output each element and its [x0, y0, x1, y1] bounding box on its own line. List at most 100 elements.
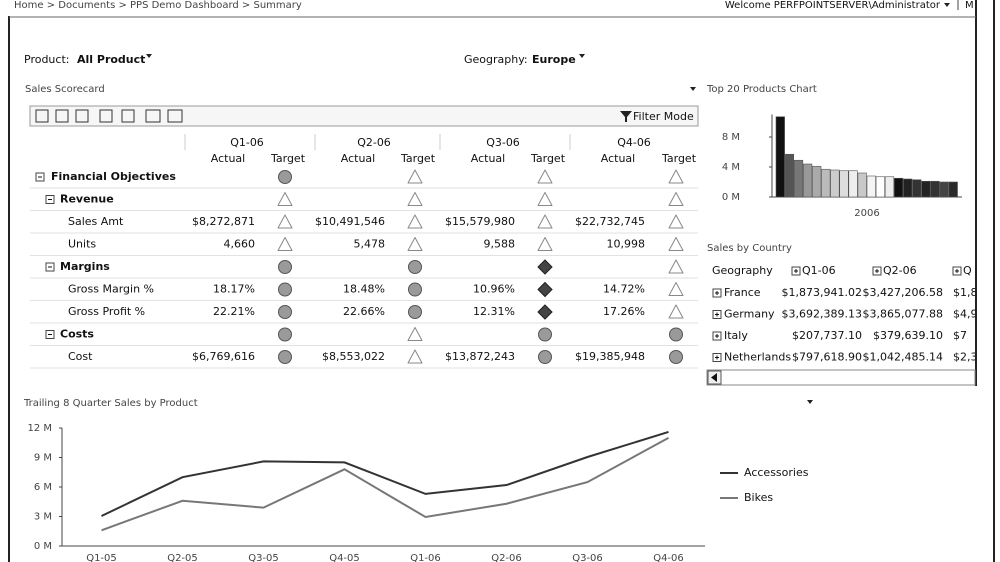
cell-value: $7	[953, 329, 967, 342]
column-header: Target	[400, 152, 436, 165]
actual-value: $8,553,022	[322, 350, 385, 363]
indicator-triangle	[668, 282, 684, 296]
bar	[857, 172, 867, 198]
indicator-diamond	[537, 259, 553, 275]
bar	[821, 168, 831, 198]
panel-title: Sales by Country	[707, 243, 792, 254]
scroll-arrow[interactable]	[711, 373, 717, 382]
column-header: Target	[270, 152, 306, 165]
bar	[912, 179, 922, 198]
actual-value: 14.72%	[603, 283, 645, 296]
filter-value[interactable]: All Product	[77, 53, 145, 66]
menu[interactable]: M	[965, 0, 974, 11]
toolbar-icons[interactable]	[35, 109, 183, 123]
y-tick-label: 9 M	[34, 453, 52, 464]
breadcrumb[interactable]: Home > Documents > PPS Demo Dashboard > …	[14, 0, 302, 11]
panel-title: Trailing 8 Quarter Sales by Product	[23, 398, 198, 409]
bar	[848, 170, 858, 198]
row-label: Gross Margin %	[68, 283, 154, 296]
actual-value: 18.48%	[343, 283, 385, 296]
dropdown-arrow[interactable]	[944, 3, 950, 7]
column-header: Actual	[471, 152, 505, 165]
scrollbar[interactable]	[706, 369, 976, 386]
dropdown-arrow[interactable]	[579, 54, 585, 58]
bar	[921, 180, 931, 198]
indicator-triangle	[407, 169, 423, 184]
row-label: Revenue	[60, 193, 114, 206]
actual-value: 9,588	[484, 238, 516, 251]
legend-label: Bikes	[744, 491, 773, 504]
filter-icon[interactable]	[620, 111, 632, 122]
indicator-circle	[278, 282, 292, 297]
indicator-triangle	[668, 259, 684, 274]
cell-value: $3,692,389.13	[782, 308, 862, 321]
x-tick-label: Q2-05	[167, 553, 198, 562]
indicator-circle	[669, 350, 683, 364]
indicator-triangle	[407, 237, 423, 251]
bar	[884, 176, 895, 198]
y-tick-label: 12 M	[27, 423, 52, 434]
indicator-diamond	[537, 304, 553, 320]
column-header: Target	[661, 152, 697, 165]
indicator-circle	[278, 260, 292, 274]
indicator-triangle	[407, 192, 423, 206]
bar	[839, 170, 849, 198]
indicator-triangle	[537, 237, 553, 251]
geography: Netherlands	[724, 351, 791, 364]
column-header: Target	[530, 152, 566, 165]
cell-value: $1,042,485.14	[863, 351, 943, 364]
bar	[793, 159, 804, 198]
actual-value: 4,660	[224, 238, 256, 251]
actual-value: 18.17%	[213, 283, 255, 296]
indicator-circle	[408, 260, 422, 274]
indicator-triangle	[668, 169, 684, 184]
actual-value: 5,478	[354, 238, 386, 251]
row-label: Financial Objectives	[51, 170, 176, 183]
cell-value: $797,618.90	[792, 351, 862, 364]
actual-value: 22.21%	[213, 305, 255, 318]
y-tick-label: 4 M	[722, 162, 740, 173]
geography: Italy	[724, 329, 748, 342]
actual-value: $8,272,871	[192, 215, 255, 228]
bar	[939, 181, 949, 198]
row-label: Units	[68, 238, 96, 251]
dropdown-arrow[interactable]	[690, 87, 696, 91]
actual-value: $10,491,546	[315, 215, 385, 228]
bar	[893, 177, 904, 198]
bar	[948, 181, 958, 198]
indicator-circle	[278, 305, 292, 319]
welcome[interactable]: Welcome PERFPOINTSERVER\Administrator	[725, 0, 941, 11]
indicator-circle	[538, 327, 552, 342]
y-tick-label: 8 M	[722, 132, 740, 143]
filter-mode[interactable]: Filter Mode	[633, 110, 694, 123]
actual-value: $13,872,243	[445, 350, 515, 363]
actual-value: 10.96%	[473, 283, 515, 296]
indicator-circle	[669, 327, 683, 342]
bar	[930, 180, 940, 198]
actual-value: $6,769,616	[192, 350, 255, 363]
indicator-circle	[278, 170, 292, 184]
dropdown-arrow[interactable]	[807, 400, 813, 404]
row-label: Margins	[60, 260, 110, 273]
indicator-triangle	[407, 214, 423, 229]
indicator-triangle	[537, 214, 553, 229]
column-header: Q1-06	[802, 264, 836, 277]
row-label: Sales Amt	[68, 215, 124, 228]
cell-value: $1,8	[953, 286, 978, 299]
indicator-circle	[538, 350, 552, 364]
x-tick-label: Q2-06	[491, 553, 522, 562]
indicator-circle	[278, 327, 292, 342]
indicator-triangle	[668, 237, 684, 251]
filter-value[interactable]: Europe	[532, 53, 576, 66]
bar	[866, 175, 876, 198]
filter-label: Product:	[24, 53, 69, 66]
bar	[830, 169, 840, 198]
dropdown-arrow[interactable]	[146, 54, 152, 58]
indicator-triangle	[537, 192, 553, 206]
x-tick-label: Q1-06	[410, 553, 441, 562]
quarter-header: Q4-06	[617, 136, 651, 149]
cell-value: $4,9	[953, 308, 978, 321]
indicator-circle	[408, 282, 422, 297]
cell-value: $2,3	[953, 351, 978, 364]
